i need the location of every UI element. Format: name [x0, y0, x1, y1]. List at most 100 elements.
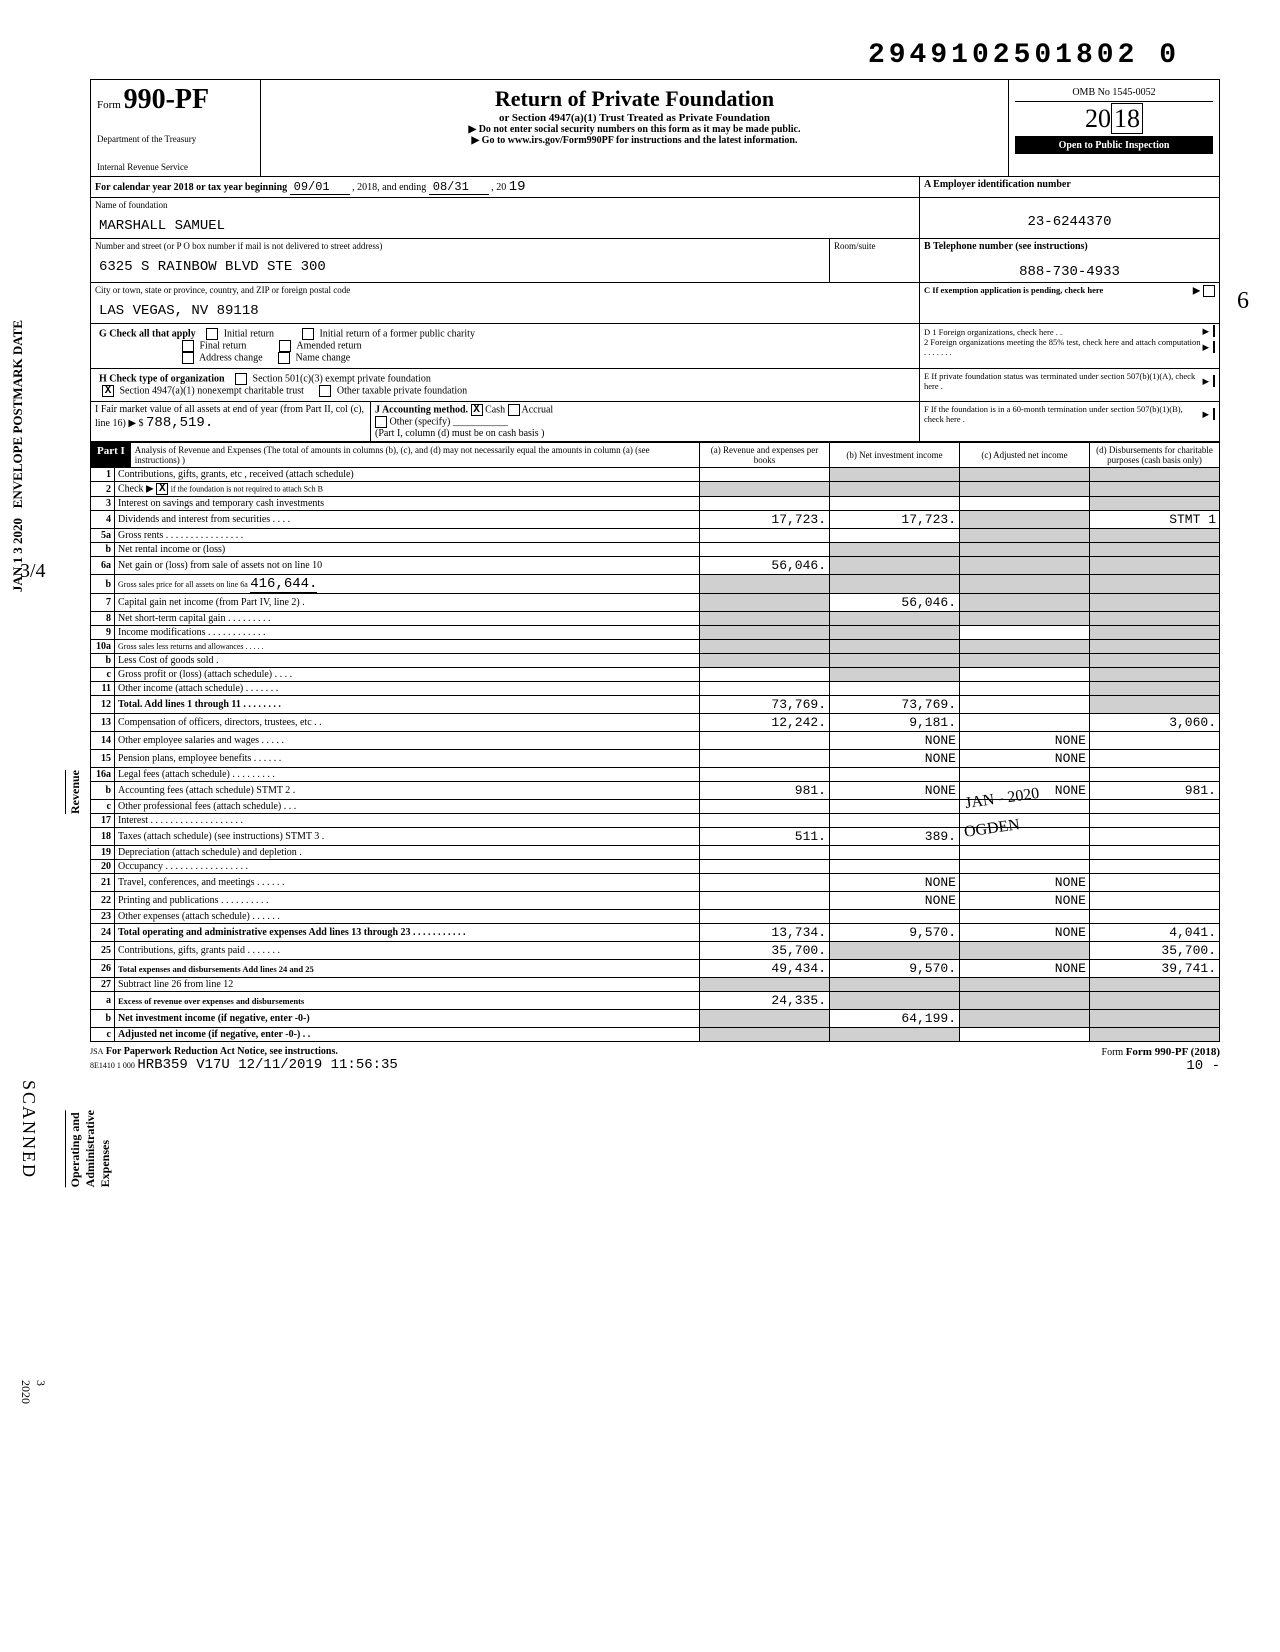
table-row: 7Capital gain net income (from Part IV, …: [91, 594, 1220, 612]
phone-value: 888-730-4933: [924, 252, 1215, 280]
table-row: cAdjusted net income (if negative, enter…: [91, 1028, 1220, 1042]
h-501c3-checkbox[interactable]: [235, 373, 247, 385]
col-a-header: (a) Revenue and expenses per books: [700, 443, 830, 468]
table-row: 24Total operating and administrative exp…: [91, 924, 1220, 942]
street-value: 6325 S RAINBOW BLVD STE 300: [95, 251, 825, 277]
omb-number: OMB No 1545-0052: [1015, 84, 1213, 102]
document-number: 2949102501802 0: [90, 40, 1220, 71]
table-row: 10aGross sales less returns and allowanc…: [91, 640, 1220, 654]
table-row: 9Income modifications . . . . . . . . . …: [91, 626, 1220, 640]
table-row: 11Other income (attach schedule) . . . .…: [91, 682, 1220, 696]
street-label: Number and street (or P O box number if …: [95, 241, 825, 251]
city-value: LAS VEGAS, NV 89118: [95, 295, 915, 321]
box-i-label: I Fair market value of all assets at end…: [95, 404, 364, 429]
table-row: 15Pension plans, employee benefits . . .…: [91, 750, 1220, 768]
box-c-label: C If exemption application is pending, c…: [924, 285, 1103, 295]
g-address-checkbox[interactable]: [182, 352, 194, 364]
table-row: 12Total. Add lines 1 through 11 . . . . …: [91, 696, 1220, 714]
ein-value: 23-6244370: [924, 200, 1215, 230]
table-row: cGross profit or (loss) (attach schedule…: [91, 668, 1220, 682]
table-row: 4Dividends and interest from securities …: [91, 511, 1220, 529]
g-name-checkbox[interactable]: [278, 352, 290, 364]
f-checkbox[interactable]: [1213, 408, 1215, 420]
table-row: 25Contributions, gifts, grants paid . . …: [91, 942, 1220, 960]
part1-table: Part I Analysis of Revenue and Expenses …: [90, 442, 1220, 1042]
e-checkbox[interactable]: [1213, 375, 1215, 387]
g-amended-checkbox[interactable]: [279, 340, 291, 352]
fmv-value: 788,519.: [146, 415, 213, 431]
revenue-side-label: Revenue: [65, 770, 83, 814]
form-subtitle-3: ▶ Go to www.irs.gov/Form990PF for instru…: [267, 135, 1002, 146]
box-h: H Check type of organization Section 501…: [95, 371, 915, 399]
handwritten-fraction: 3/4: [20, 560, 46, 583]
form-ref: Form Form 990-PF (2018): [1102, 1047, 1220, 1058]
j-cash-checkbox[interactable]: X: [471, 404, 483, 416]
table-row: 6aNet gain or (loss) from sale of assets…: [91, 557, 1220, 575]
form-subtitle-2: ▶ Do not enter social security numbers o…: [267, 124, 1002, 135]
tax-year: 2018: [1015, 102, 1213, 137]
form-id: Form 990-PF: [97, 84, 254, 116]
h-other-checkbox[interactable]: [319, 385, 331, 397]
g-former-checkbox[interactable]: [302, 328, 314, 340]
table-row: 20Occupancy . . . . . . . . . . . . . . …: [91, 860, 1220, 874]
name-label: Name of foundation: [95, 200, 915, 210]
table-row: bLess Cost of goods sold .: [91, 654, 1220, 668]
postmark-stamp: JAN 1 3 2020 ENVELOPE POSTMARK DATE: [10, 320, 26, 592]
table-row: bNet rental income or (loss): [91, 543, 1220, 557]
table-row: 18Taxes (attach schedule) (see instructi…: [91, 828, 1220, 846]
table-row: 14Other employee salaries and wages . . …: [91, 732, 1220, 750]
box-g: G Check all that apply Initial return In…: [95, 326, 915, 366]
scanned-stamp: SCANNED: [18, 1080, 39, 1179]
g-initial-checkbox[interactable]: [206, 328, 218, 340]
d1-checkbox[interactable]: [1213, 325, 1215, 337]
table-row: 23Other expenses (attach schedule) . . .…: [91, 910, 1220, 924]
g-final-checkbox[interactable]: [182, 340, 194, 352]
room-label: Room/suite: [829, 239, 919, 282]
col-d-header: (d) Disbursements for charitable purpose…: [1090, 443, 1220, 468]
box-a: A Employer identification number: [919, 177, 1219, 197]
table-row: aExcess of revenue over expenses and dis…: [91, 992, 1220, 1010]
foundation-name: MARSHALL SAMUEL: [95, 210, 915, 236]
table-row: bAccounting fees (attach schedule) STMT …: [91, 782, 1220, 800]
table-row: 3Interest on savings and temporary cash …: [91, 497, 1220, 511]
table-row: 22Printing and publications . . . . . . …: [91, 892, 1220, 910]
form-subtitle-1: or Section 4947(a)(1) Trust Treated as P…: [267, 112, 1002, 124]
table-row: 5aGross rents . . . . . . . . . . . . . …: [91, 529, 1220, 543]
table-row: 1Contributions, gifts, grants, etc , rec…: [91, 468, 1220, 482]
part1-title: Analysis of Revenue and Expenses (The to…: [131, 443, 699, 467]
table-row: 27Subtract line 26 from line 12: [91, 978, 1220, 992]
table-row: 19Depreciation (attach schedule) and dep…: [91, 846, 1220, 860]
box-f: F If the foundation is in a 60-month ter…: [919, 402, 1219, 441]
table-row: 2Check ▶ X if the foundation is not requ…: [91, 482, 1220, 497]
table-row: bGross sales price for all assets on lin…: [91, 575, 1220, 594]
date-stamp-2: 3 2020: [18, 1380, 48, 1404]
j-other-checkbox[interactable]: [375, 416, 387, 428]
h-4947-checkbox[interactable]: X: [102, 385, 114, 397]
table-row: 17Interest . . . . . . . . . . . . . . .…: [91, 814, 1220, 828]
table-row: cOther professional fees (attach schedul…: [91, 800, 1220, 814]
table-row: 21Travel, conferences, and meetings . . …: [91, 874, 1220, 892]
dept-irs: Internal Revenue Service: [97, 162, 254, 172]
form-title: Return of Private Foundation: [267, 86, 1002, 112]
box-j-note: (Part I, column (d) must be on cash basi…: [375, 428, 544, 439]
box-e: E If private foundation status was termi…: [919, 369, 1219, 401]
table-row: 26Total expenses and disbursements Add l…: [91, 960, 1220, 978]
j-accrual-checkbox[interactable]: [508, 404, 520, 416]
box-b-label: B Telephone number (see instructions): [924, 241, 1088, 252]
calendar-year-line: For calendar year 2018 or tax year begin…: [91, 177, 919, 197]
box-d: D 1 Foreign organizations, check here . …: [919, 324, 1219, 368]
footer: JSA For Paperwork Reduction Act Notice, …: [90, 1046, 1220, 1074]
handwritten-6: 6: [1237, 288, 1249, 315]
part1-label: Part I: [91, 443, 131, 467]
table-row: 13Compensation of officers, directors, t…: [91, 714, 1220, 732]
col-b-header: (b) Net investment income: [830, 443, 960, 468]
table-row: bNet investment income (if negative, ent…: [91, 1010, 1220, 1028]
table-row: 16aLegal fees (attach schedule) . . . . …: [91, 768, 1220, 782]
dept-treasury: Department of the Treasury: [97, 134, 254, 144]
box-j-label: J Accounting method.: [375, 404, 468, 415]
box-c-checkbox[interactable]: [1203, 285, 1215, 297]
city-label: City or town, state or province, country…: [95, 285, 915, 295]
d2-checkbox[interactable]: [1213, 341, 1215, 353]
expenses-side-label: Operating and Administrative Expenses: [65, 1110, 113, 1187]
form-header: Form 990-PF Department of the Treasury I…: [90, 79, 1220, 176]
